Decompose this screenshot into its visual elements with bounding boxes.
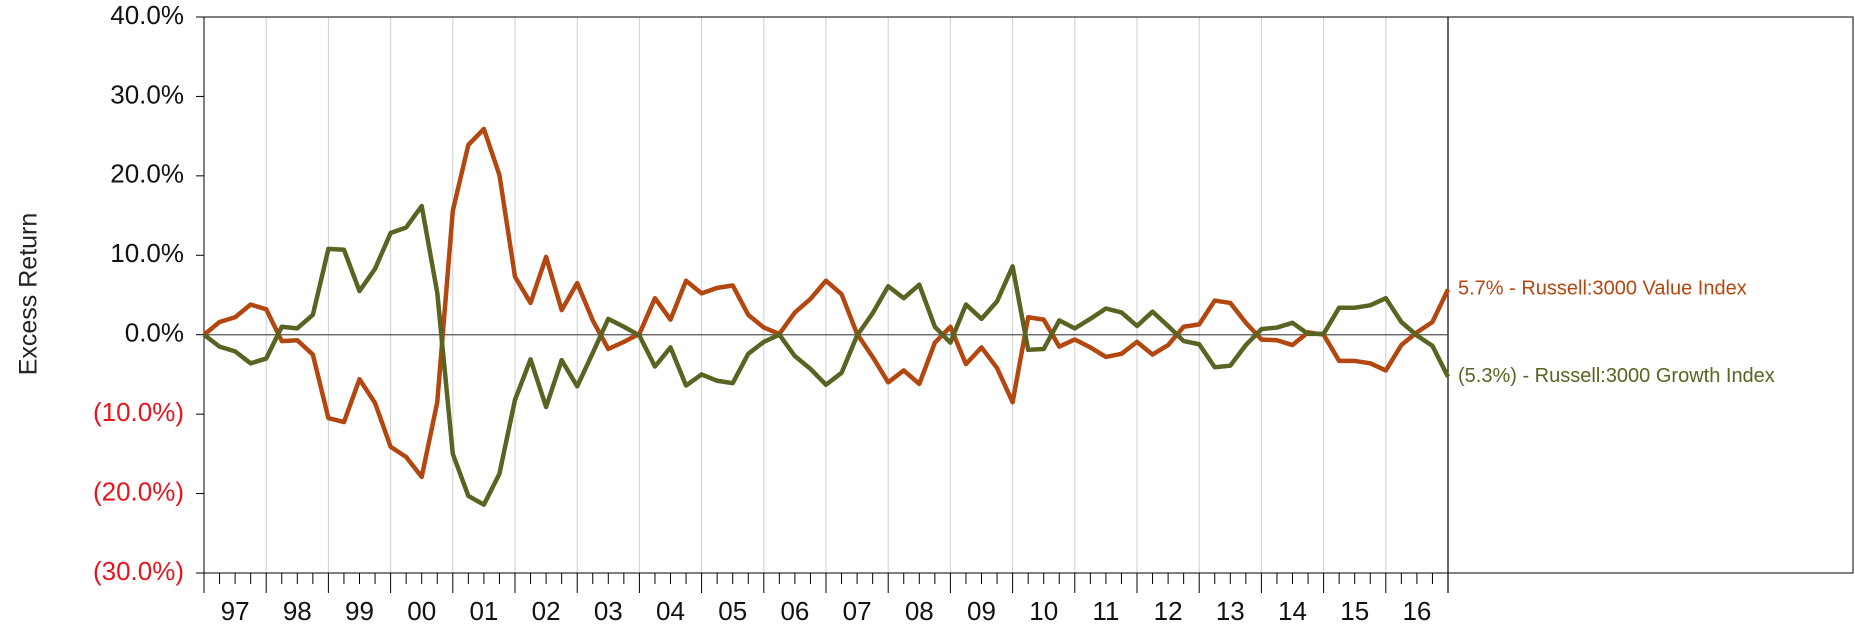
x-tick-label: 06: [780, 596, 809, 626]
x-tick-label: 05: [718, 596, 747, 626]
x-tick-label: 99: [345, 596, 374, 626]
x-tick-label: 16: [1402, 596, 1431, 626]
x-tick-label: 04: [656, 596, 685, 626]
x-tick-label: 98: [283, 596, 312, 626]
x-tick-label: 02: [532, 596, 561, 626]
y-tick-label: 30.0%: [110, 79, 184, 109]
x-tick-label: 09: [967, 596, 996, 626]
y-tick-label: 20.0%: [110, 159, 184, 189]
series-label: (5.3%) - Russell:3000 Growth Index: [1458, 365, 1775, 387]
x-tick-label: 15: [1340, 596, 1369, 626]
x-tick-label: 11: [1092, 596, 1119, 626]
series-line: [202, 203, 1451, 507]
x-tick-label: 10: [1029, 596, 1058, 626]
y-tick-label: (30.0%): [93, 556, 184, 586]
y-tick-label: 10.0%: [110, 238, 184, 268]
y-tick-label: 40.0%: [110, 0, 184, 30]
y-tick-label: 0.0%: [125, 318, 184, 348]
y-axis-label: Excess Return: [15, 213, 43, 376]
x-tick-label: 03: [594, 596, 623, 626]
x-tick-label: 07: [843, 596, 872, 626]
series-label: 5.7% - Russell:3000 Value Index: [1458, 278, 1747, 300]
x-tick-label: 14: [1278, 596, 1307, 626]
series-line: [202, 126, 1451, 480]
x-tick-label: 12: [1154, 596, 1183, 626]
plot-frame: [203, 16, 1854, 574]
x-tick-label: 97: [221, 596, 250, 626]
x-tick-label: 00: [407, 596, 436, 626]
x-tick-label: 08: [905, 596, 934, 626]
y-tick-label: (20.0%): [93, 476, 184, 506]
x-tick-label: 13: [1216, 596, 1245, 626]
y-tick-label: (10.0%): [93, 397, 184, 427]
x-tick-label: 01: [469, 596, 498, 626]
